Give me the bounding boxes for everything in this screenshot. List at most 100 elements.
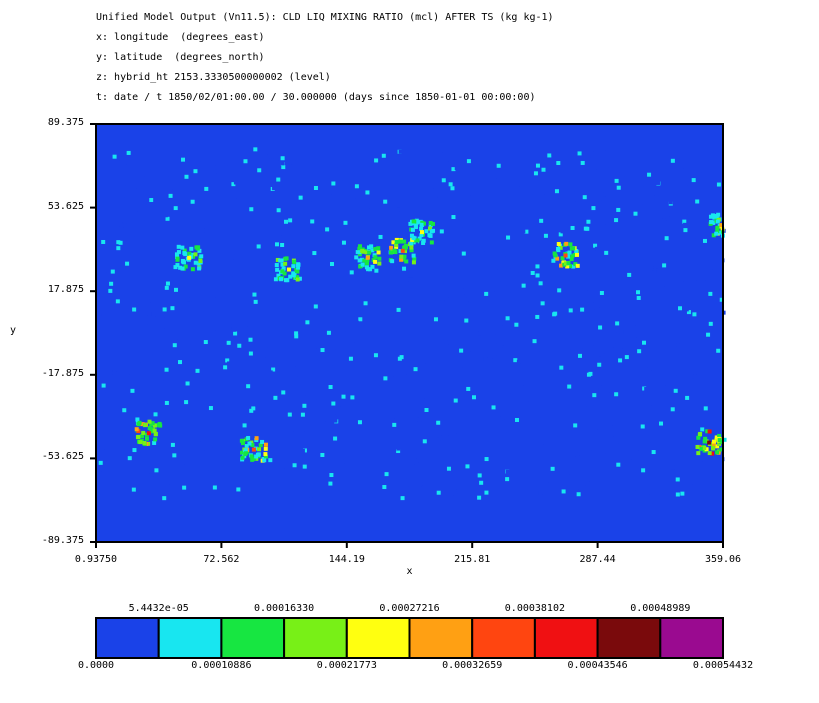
heatmap-hotspot-cell bbox=[193, 260, 198, 265]
heatmap-cell bbox=[110, 269, 115, 274]
heatmap-cell bbox=[544, 194, 549, 199]
heatmap-cell bbox=[132, 188, 137, 193]
heatmap-hotspot-cell bbox=[411, 235, 416, 240]
heatmap-cell bbox=[637, 349, 642, 354]
x-axis-label: x bbox=[406, 566, 413, 577]
heatmap-hotspot-cell bbox=[294, 275, 299, 280]
heatmap-hotspot-cell bbox=[708, 214, 713, 219]
heatmap-cell bbox=[143, 187, 148, 192]
heatmap-cell bbox=[231, 327, 236, 332]
heatmap-hotspot-cell bbox=[430, 221, 435, 226]
heatmap-cell bbox=[280, 242, 285, 247]
heatmap-cell bbox=[368, 457, 373, 462]
heatmap-hotspot-cell bbox=[566, 261, 571, 266]
heatmap-cell bbox=[160, 313, 165, 318]
heatmap-hotspot-cell bbox=[246, 435, 251, 440]
heatmap-cell bbox=[535, 163, 540, 168]
heatmap-cell bbox=[442, 262, 447, 267]
heatmap-cell bbox=[319, 184, 324, 189]
heatmap-cell bbox=[593, 354, 598, 359]
heatmap-cell bbox=[254, 239, 259, 244]
heatmap-cell bbox=[545, 163, 550, 168]
heatmap-cell bbox=[127, 456, 132, 461]
heatmap-cell bbox=[466, 351, 471, 356]
heatmap-cell bbox=[345, 304, 350, 309]
heatmap-hotspot-cell bbox=[373, 246, 378, 251]
colorbar-upper-label: 0.00027216 bbox=[379, 603, 440, 614]
heatmap-cell bbox=[312, 395, 317, 400]
heatmap-cell bbox=[642, 200, 647, 205]
header-z-level-info: z: hybrid_ht 2153.3330500000002 (level) bbox=[96, 72, 331, 83]
heatmap-cell bbox=[593, 429, 598, 434]
heatmap-cell bbox=[406, 474, 411, 479]
heatmap-cell bbox=[271, 367, 276, 372]
heatmap-cell bbox=[533, 435, 538, 440]
heatmap-cell bbox=[708, 291, 713, 296]
heatmap-cell bbox=[396, 242, 401, 247]
heatmap-cell bbox=[470, 491, 475, 496]
heatmap-cell bbox=[599, 307, 604, 312]
heatmap-cell bbox=[173, 210, 178, 215]
heatmap-cell bbox=[112, 384, 117, 389]
heatmap-cell bbox=[328, 335, 333, 340]
heatmap-cell bbox=[380, 312, 385, 317]
heatmap-cell bbox=[160, 398, 165, 403]
heatmap-hotspot-cell bbox=[240, 455, 245, 460]
heatmap-cell bbox=[692, 312, 697, 317]
heatmap-cell bbox=[106, 272, 111, 277]
heatmap-cell bbox=[178, 360, 183, 365]
heatmap-cell bbox=[164, 253, 169, 258]
heatmap-cell bbox=[294, 236, 299, 241]
heatmap-cell bbox=[129, 425, 134, 430]
heatmap-hotspot-cell bbox=[182, 248, 187, 253]
heatmap-cell bbox=[405, 362, 410, 367]
heatmap-cell bbox=[539, 343, 544, 348]
heatmap-hotspot-cell bbox=[152, 440, 157, 445]
heatmap-cell bbox=[631, 323, 636, 328]
heatmap-cell bbox=[558, 232, 563, 237]
heatmap-cell bbox=[559, 365, 564, 370]
heatmap-cell bbox=[185, 381, 190, 386]
heatmap-cell bbox=[634, 446, 639, 451]
heatmap-hotspot-cell bbox=[198, 258, 203, 263]
heatmap-cell bbox=[298, 195, 303, 200]
heatmap-cell bbox=[115, 160, 120, 165]
heatmap-cell bbox=[610, 165, 615, 170]
heatmap-cell bbox=[679, 281, 684, 286]
heatmap-hotspot-cell bbox=[282, 271, 287, 276]
heatmap-hotspot-cell bbox=[147, 419, 152, 424]
heatmap-cell bbox=[386, 352, 391, 357]
heatmap-cell bbox=[550, 466, 555, 471]
heatmap-cell bbox=[629, 491, 634, 496]
heatmap-cell bbox=[225, 358, 230, 363]
heatmap-cell bbox=[173, 206, 178, 211]
heatmap-cell bbox=[134, 232, 139, 237]
heatmap-cell bbox=[664, 282, 669, 287]
heatmap-hotspot-cell bbox=[717, 442, 722, 447]
heatmap-cell bbox=[556, 465, 561, 470]
heatmap-cell bbox=[632, 425, 637, 430]
heatmap-cell bbox=[196, 157, 201, 162]
heatmap-cell bbox=[268, 200, 273, 205]
heatmap-cell bbox=[300, 427, 305, 432]
heatmap-cell bbox=[281, 165, 286, 170]
heatmap-cell bbox=[115, 299, 120, 304]
heatmap-hotspot-cell bbox=[411, 253, 416, 258]
heatmap-cell bbox=[519, 219, 524, 224]
heatmap-cell bbox=[246, 384, 251, 389]
heatmap-cell bbox=[290, 194, 295, 199]
heatmap-cell bbox=[603, 192, 608, 197]
heatmap-cell bbox=[375, 362, 380, 367]
heatmap-cell bbox=[204, 229, 209, 234]
heatmap-cell bbox=[702, 238, 707, 243]
heatmap-hotspot-cell bbox=[715, 225, 720, 230]
heatmap-cell bbox=[302, 448, 307, 453]
heatmap-cell bbox=[267, 154, 272, 159]
heatmap-cell bbox=[616, 185, 621, 190]
heatmap-cell bbox=[261, 465, 266, 470]
heatmap-hotspot-peak bbox=[365, 255, 370, 260]
heatmap-cell bbox=[556, 328, 561, 333]
heatmap-cell bbox=[151, 270, 156, 275]
heatmap-cell bbox=[279, 332, 284, 337]
